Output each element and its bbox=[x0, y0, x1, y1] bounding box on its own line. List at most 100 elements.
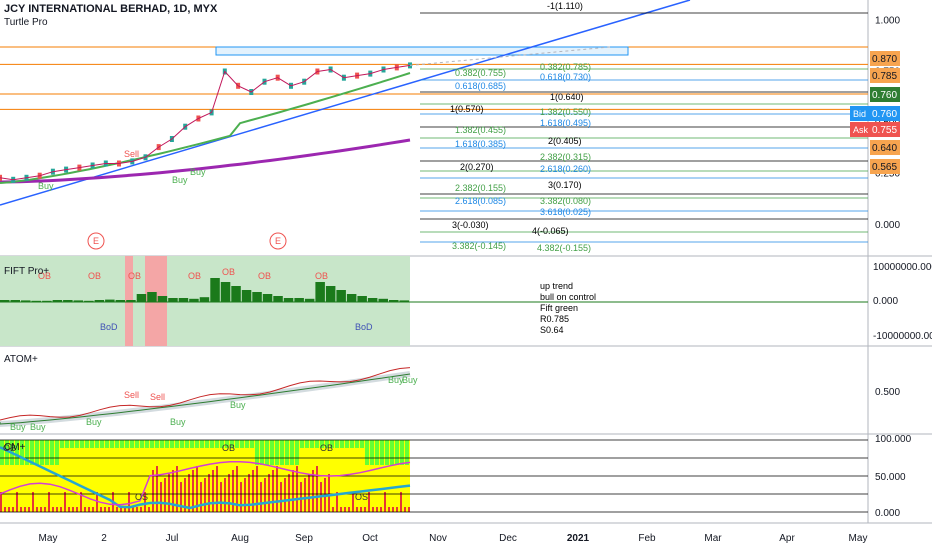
cm-red-bar bbox=[240, 482, 242, 512]
fift-marker: OB bbox=[128, 271, 141, 281]
fift-pane: OB OB OB OB OB OB OB BoD BoD bbox=[0, 256, 868, 346]
cm-red-bar bbox=[368, 492, 370, 512]
cm-green-bar bbox=[125, 440, 129, 448]
fift-bar bbox=[21, 300, 31, 302]
fib-label: 2.382(0.315) bbox=[540, 152, 591, 162]
atom-pane-label[interactable]: ATOM+ bbox=[4, 354, 38, 365]
cm-red-bar bbox=[264, 478, 266, 512]
cm-green-bar bbox=[290, 440, 294, 465]
note-line: up trend bbox=[540, 281, 574, 291]
fift-bar bbox=[252, 292, 262, 302]
cm-red-bar bbox=[316, 466, 318, 512]
cm-green-bar bbox=[375, 440, 379, 465]
fift-bar bbox=[73, 300, 84, 302]
price-badge-label: 0.760 bbox=[872, 109, 897, 120]
cm-green-bar bbox=[105, 440, 109, 448]
cm-green-bar bbox=[130, 440, 134, 448]
cm-pane-label[interactable]: CM+ bbox=[4, 442, 26, 453]
cm-green-bar bbox=[180, 440, 184, 448]
cm-red-bar bbox=[216, 466, 218, 512]
fift-bar bbox=[105, 299, 115, 302]
fib-label: 3.618(0.025) bbox=[540, 207, 591, 217]
cm-marker: OB bbox=[320, 443, 333, 453]
cm-red-bar bbox=[340, 507, 342, 512]
fift-pane-label[interactable]: FIFT Pro+ bbox=[4, 266, 50, 277]
time-tick: Jul bbox=[166, 533, 179, 544]
cm-red-bar bbox=[148, 507, 150, 512]
cm-green-bar bbox=[345, 440, 349, 448]
atom-signal: Buy bbox=[170, 417, 186, 427]
cm-green-bar bbox=[170, 440, 174, 448]
fift-marker: BoD bbox=[100, 322, 118, 332]
price-badge bbox=[870, 159, 900, 174]
fift-bar bbox=[220, 282, 231, 302]
cm-green-bar bbox=[400, 440, 404, 465]
cm-red-bar bbox=[80, 492, 82, 512]
cm-red-bar bbox=[64, 492, 66, 512]
cm-red-bar bbox=[160, 482, 162, 512]
cm-green-bar bbox=[350, 440, 354, 448]
cm-red-bar bbox=[124, 507, 126, 512]
cm-green-bar bbox=[275, 440, 279, 465]
fift-bar bbox=[52, 300, 63, 302]
cm-green-bar bbox=[340, 440, 344, 448]
cm-green-bar bbox=[305, 440, 309, 448]
cm-green-bar bbox=[40, 440, 44, 465]
cm-red-bar bbox=[200, 482, 202, 512]
fift-bar bbox=[325, 286, 336, 302]
time-tick: 2021 bbox=[567, 533, 590, 544]
symbol-title: JCY INTERNATIONAL BERHAD, 1D, MYX bbox=[4, 3, 218, 15]
cm-green-bar bbox=[15, 440, 19, 465]
cm-green-bar bbox=[135, 440, 139, 448]
cm-red-bar bbox=[152, 470, 154, 512]
price-badge bbox=[870, 122, 900, 137]
cm-marker: OS bbox=[135, 492, 148, 502]
cm-red-bar bbox=[212, 470, 214, 512]
fib-label: 1.618(0.385) bbox=[455, 139, 506, 149]
time-axis[interactable]: May 2 Jul Aug Sep Oct Nov Dec 2021 Feb Mar Apr May bbox=[39, 533, 868, 544]
cm-red-bar bbox=[220, 482, 222, 512]
cm-green-bar bbox=[0, 440, 4, 465]
cm-red-bar bbox=[228, 474, 230, 512]
price-axis[interactable]: 1.0000.7500.5000.2500.0000.8700.7850.760… bbox=[850, 15, 932, 519]
cm-red-bar bbox=[192, 470, 194, 512]
note-line: bull on control bbox=[540, 292, 597, 302]
cm-red-bar bbox=[288, 474, 290, 512]
cm-green-bar bbox=[95, 440, 99, 448]
atom-signal: Buy bbox=[10, 422, 26, 432]
cm-green-bar bbox=[145, 440, 149, 448]
price-badge-tag-label: Bid bbox=[853, 109, 866, 119]
cm-green-bar bbox=[285, 440, 289, 465]
cm-green-bar bbox=[185, 440, 189, 448]
indicator-turtle-label[interactable]: Turtle Pro bbox=[4, 17, 48, 28]
cm-red-bar bbox=[252, 470, 254, 512]
cm-red-bar bbox=[344, 507, 346, 512]
fift-bar bbox=[283, 298, 294, 302]
cm-green-bar bbox=[20, 440, 24, 465]
cm-green-bar bbox=[220, 440, 224, 448]
signal-label: Buy bbox=[190, 167, 206, 177]
atom-green-line bbox=[0, 373, 411, 425]
price-badge-label: 0.565 bbox=[872, 162, 897, 173]
fib-label: 2(0.270) bbox=[460, 162, 494, 172]
cm-green-bar bbox=[195, 440, 199, 448]
cm-red-bar bbox=[328, 474, 330, 512]
analysis-note: up trend bull on control Fift green R0.7… bbox=[540, 281, 596, 336]
cm-red-bar bbox=[36, 507, 38, 512]
cm-red-bar bbox=[84, 507, 86, 512]
cm-red-bar bbox=[352, 492, 354, 512]
cm-red-bar bbox=[120, 507, 122, 512]
cm-green-bar bbox=[320, 440, 324, 448]
cm-green-bar bbox=[325, 440, 329, 448]
earnings-marker bbox=[269, 232, 287, 250]
cm-green-bar bbox=[270, 440, 274, 465]
cm-green-bar bbox=[280, 440, 284, 465]
cm-green-bar bbox=[255, 440, 259, 465]
cm-magenta-line bbox=[0, 460, 411, 506]
fib-label: 3.382(-0.145) bbox=[452, 241, 506, 251]
ma-green-line bbox=[0, 72, 411, 184]
fift-bar bbox=[147, 292, 157, 302]
price-badge bbox=[870, 87, 900, 102]
time-tick: Apr bbox=[779, 533, 795, 544]
